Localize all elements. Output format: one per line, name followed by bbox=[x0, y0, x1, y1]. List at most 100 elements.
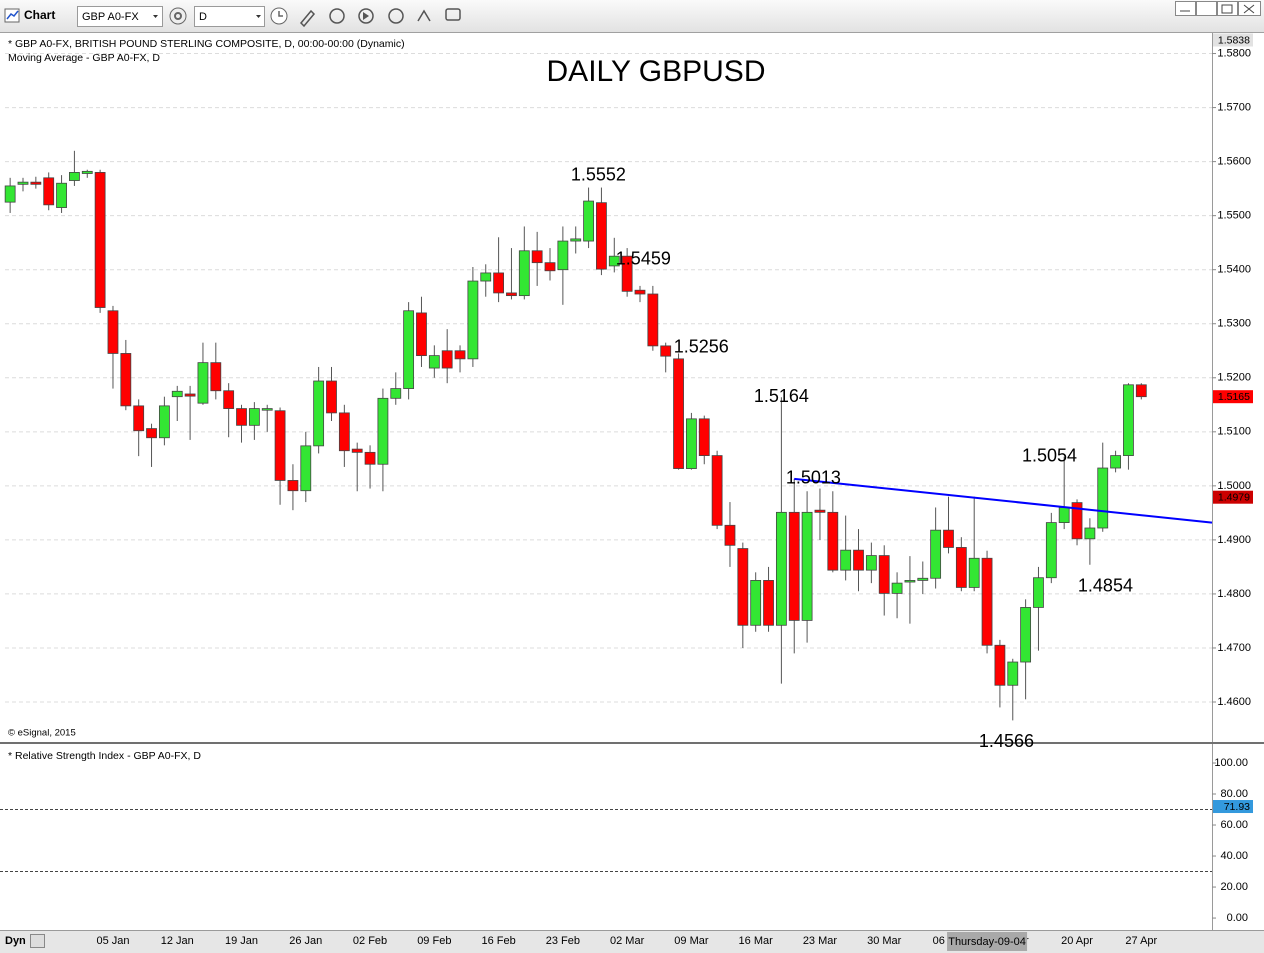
candle-body bbox=[403, 310, 415, 389]
price-axis bbox=[1212, 33, 1264, 743]
cycle-button[interactable] bbox=[329, 8, 345, 24]
x-tick-label: 19 Jan bbox=[225, 935, 258, 947]
x-tick-label: 27 Apr bbox=[1125, 935, 1157, 947]
candle-body bbox=[377, 397, 389, 465]
candle-body bbox=[518, 250, 530, 297]
candle-body bbox=[788, 511, 800, 621]
dropdown-arrow[interactable] bbox=[256, 15, 261, 18]
y-tick-label: 60.00 bbox=[1220, 819, 1248, 831]
candle-body bbox=[351, 448, 363, 453]
play-button[interactable] bbox=[358, 8, 374, 24]
x-tick-label: 02 Mar bbox=[610, 935, 645, 947]
y-tick-label: 1.5000 bbox=[1217, 480, 1251, 492]
candle-body bbox=[621, 255, 633, 292]
legend-entry: Moving Average - GBP A0-FX, D bbox=[8, 52, 160, 64]
symbol[interactable]: GBP A0-FX bbox=[82, 11, 139, 23]
restore-button[interactable] bbox=[1196, 1, 1217, 16]
candle-body bbox=[711, 455, 723, 526]
interval[interactable]: D bbox=[199, 11, 207, 23]
candle-body bbox=[300, 445, 312, 492]
rsi-title: * Relative Strength Index - GBP A0-FX, D bbox=[8, 750, 201, 762]
y-tick-label: 100.00 bbox=[1214, 757, 1248, 769]
annotation: 1.5552 bbox=[571, 164, 626, 184]
candle-body bbox=[1097, 467, 1109, 529]
minimize-button[interactable] bbox=[1175, 1, 1196, 16]
tools-button[interactable] bbox=[417, 9, 431, 22]
dropdown-arrow[interactable] bbox=[153, 15, 158, 18]
y-tick-label: 0.00 bbox=[1227, 912, 1248, 924]
candle-body bbox=[146, 428, 157, 439]
annotation: 1.4566 bbox=[979, 731, 1034, 751]
candle-body bbox=[313, 380, 325, 447]
toolbar bbox=[0, 0, 1264, 32]
y-tick-label: 1.5400 bbox=[1217, 264, 1251, 276]
candle-body bbox=[698, 418, 710, 456]
chart-title: DAILY GBPUSD bbox=[547, 55, 766, 88]
x-tick-label: 20 Apr bbox=[1061, 935, 1093, 947]
x-tick-label: 16 Mar bbox=[739, 935, 774, 947]
legend-entry: * GBP A0-FX, BRITISH POUND STERLING COMP… bbox=[8, 38, 405, 50]
x-tick-label: 12 Jan bbox=[161, 935, 194, 947]
candle-body bbox=[364, 451, 376, 465]
candle-body bbox=[197, 362, 209, 404]
candle-body bbox=[1058, 507, 1070, 523]
candle-body bbox=[686, 418, 697, 469]
candle-body bbox=[158, 405, 170, 439]
rsi-panel bbox=[0, 744, 1212, 930]
candle-body bbox=[531, 250, 543, 264]
window-glyphs bbox=[1180, 4, 1255, 14]
note-button[interactable] bbox=[445, 8, 461, 21]
candle-body bbox=[968, 557, 980, 588]
candle-body bbox=[428, 355, 440, 369]
candle-body bbox=[775, 511, 787, 626]
candle-body bbox=[493, 272, 504, 294]
candle-body bbox=[120, 353, 132, 407]
y-tick-label: 1.4700 bbox=[1217, 642, 1251, 654]
plot bbox=[4, 150, 1213, 721]
value-box-label: 1.5165 bbox=[1218, 391, 1250, 403]
candle-body bbox=[994, 644, 1006, 686]
overlay: 1.5552 1.5459 1.5256 1.5164 1.5013 1.5054 1.48… bbox=[571, 33, 1253, 951]
candle-body bbox=[30, 181, 42, 185]
candle-body bbox=[827, 511, 839, 571]
candle-body bbox=[1123, 384, 1134, 456]
interval-box[interactable] bbox=[194, 6, 265, 27]
candle-body bbox=[133, 405, 145, 432]
candle-body bbox=[248, 408, 260, 426]
value-box-label: 1.4979 bbox=[1218, 491, 1250, 503]
candle-body bbox=[647, 293, 659, 347]
draw-button[interactable] bbox=[299, 9, 316, 28]
candle-body bbox=[210, 362, 222, 392]
candle-body bbox=[955, 547, 967, 588]
candle-body bbox=[891, 582, 903, 594]
y-tick-label: 1.5600 bbox=[1217, 156, 1251, 168]
annotation: 1.4854 bbox=[1078, 576, 1133, 596]
candle-body bbox=[81, 170, 93, 174]
value-box bbox=[1213, 33, 1253, 47]
clock-button[interactable] bbox=[270, 7, 288, 25]
alert-button[interactable] bbox=[388, 8, 404, 24]
y-tick-label: 1.4800 bbox=[1217, 588, 1251, 600]
candle-body bbox=[1135, 384, 1147, 398]
candle-body bbox=[1020, 607, 1032, 663]
candle-body bbox=[56, 182, 67, 208]
candle-body bbox=[184, 393, 196, 397]
candle-body bbox=[917, 577, 929, 581]
cursor-box bbox=[947, 932, 1028, 951]
status: Dyn bbox=[5, 935, 26, 947]
candle-body bbox=[853, 549, 864, 571]
trend-line bbox=[794, 477, 1213, 524]
y-tick-label: 1.4600 bbox=[1217, 696, 1251, 708]
candle-body bbox=[287, 480, 299, 492]
chart-icon bbox=[4, 8, 20, 23]
status-icon[interactable] bbox=[30, 934, 45, 948]
symbol-box[interactable] bbox=[77, 6, 163, 27]
candle-body bbox=[840, 549, 852, 571]
candle-body bbox=[763, 580, 774, 626]
source: © eSignal, 2015 bbox=[8, 728, 76, 739]
link-button[interactable] bbox=[169, 7, 187, 25]
candle-body bbox=[454, 350, 466, 360]
candle-body bbox=[634, 289, 646, 295]
y-tick-label: 80.00 bbox=[1220, 788, 1248, 800]
